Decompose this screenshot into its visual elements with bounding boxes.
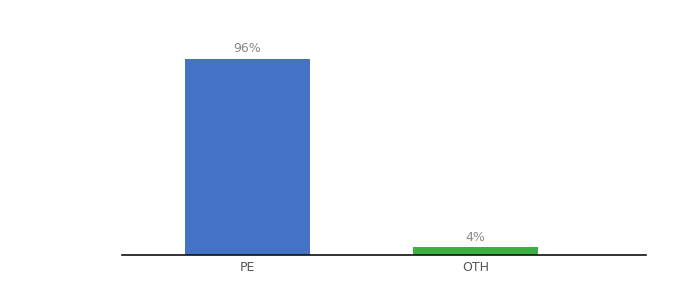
Text: 4%: 4% <box>465 231 486 244</box>
Bar <box>185 58 310 255</box>
Bar <box>413 247 538 255</box>
Text: 96%: 96% <box>234 42 262 56</box>
